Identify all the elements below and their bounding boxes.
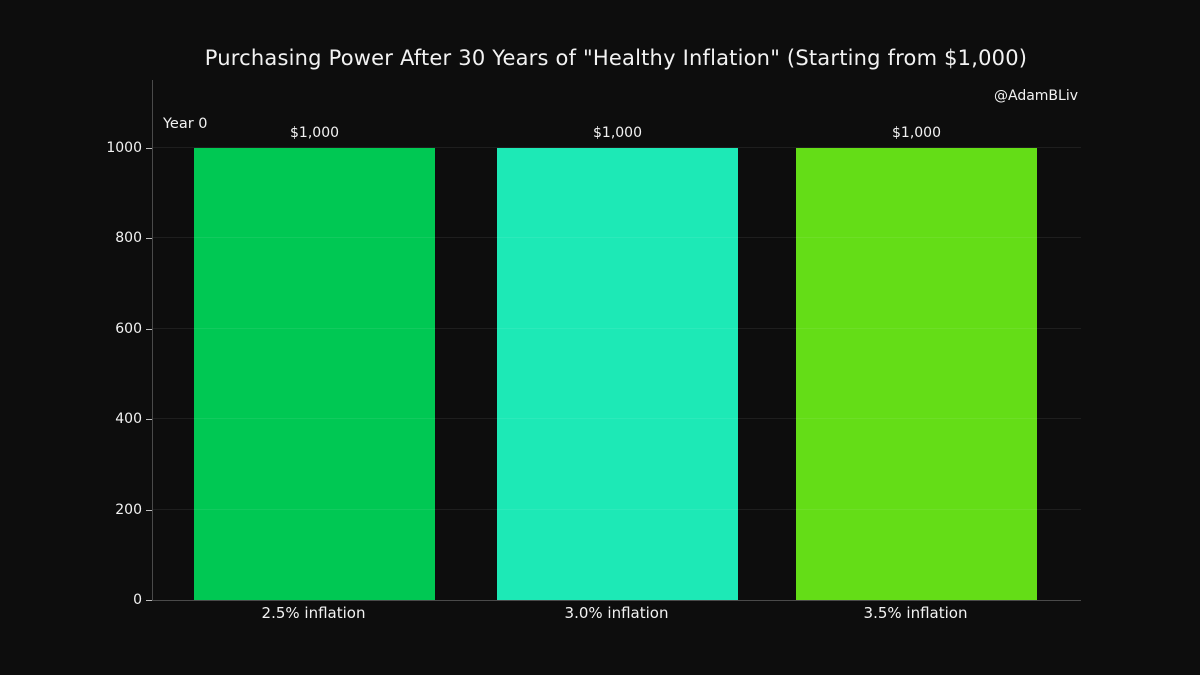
y-tick-mark bbox=[146, 328, 152, 330]
y-tick-label-400: 400 bbox=[115, 411, 142, 428]
chart-title: Purchasing Power After 30 Years of "Heal… bbox=[204, 46, 1028, 70]
x-tick-label: 3.5% inflation bbox=[863, 604, 968, 622]
gridline-1000 bbox=[153, 146, 1081, 148]
bar-value-label: $1,000 bbox=[892, 124, 941, 141]
y-tick-label-600: 600 bbox=[115, 320, 142, 337]
y-tick-mark bbox=[146, 238, 152, 240]
plot-area: $1,000 $1,000 $1,000 Year 0 bbox=[152, 80, 1081, 601]
y-tick-mark bbox=[146, 147, 152, 149]
attribution-handle: @AdamBLiv bbox=[993, 88, 1078, 104]
y-tick-label-0: 0 bbox=[133, 592, 142, 608]
x-tick-label: 3.0% inflation bbox=[564, 604, 669, 622]
y-tick-mark bbox=[146, 419, 152, 421]
y-tick-mark bbox=[146, 600, 152, 601]
gridline-800 bbox=[153, 237, 1081, 239]
gridline-200 bbox=[153, 508, 1081, 510]
y-tick-label-200: 200 bbox=[115, 501, 142, 518]
bar-3.5-inflation bbox=[796, 147, 1037, 600]
y-tick-label-800: 800 bbox=[115, 230, 142, 247]
gridline-600 bbox=[153, 327, 1081, 329]
bar-value-label: $1,000 bbox=[290, 124, 340, 141]
y-tick-mark bbox=[146, 509, 152, 511]
gridline-400 bbox=[153, 418, 1081, 420]
bar-value-label: $1,000 bbox=[593, 124, 642, 141]
annotation-year-0: Year 0 bbox=[163, 116, 208, 132]
bar-2.5-inflation bbox=[194, 147, 436, 600]
bar-3.0-inflation bbox=[497, 147, 738, 600]
x-tick-label: 2.5% inflation bbox=[261, 604, 366, 622]
y-tick-label-1000: 1000 bbox=[106, 139, 142, 156]
